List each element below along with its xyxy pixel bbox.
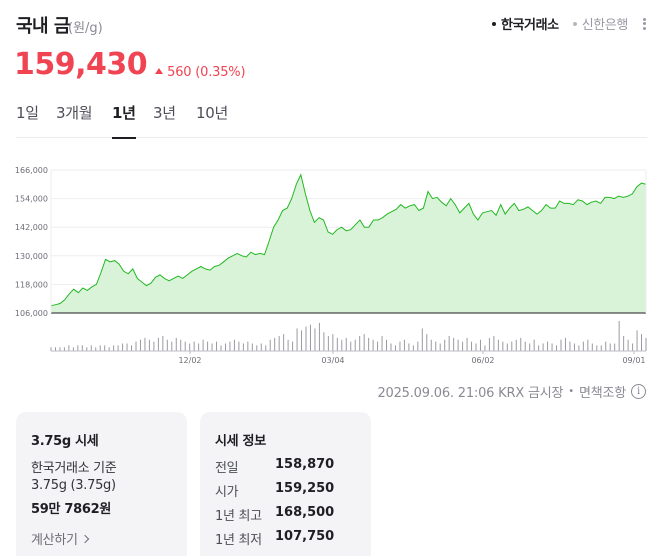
y-tick-label: 118,000 bbox=[15, 280, 48, 289]
exchange-label: 신한은행 bbox=[581, 18, 629, 33]
x-tick-label: 12/02 bbox=[178, 356, 201, 365]
tab-1y[interactable]: 1년 bbox=[112, 102, 136, 139]
stat-row: 1년 최저 107,750 bbox=[215, 529, 334, 548]
current-price: 159,430 bbox=[14, 47, 148, 82]
exchange-selector: 한국거래소 신한은행 bbox=[478, 14, 646, 33]
exchange-option-krx[interactable]: 한국거래소 bbox=[491, 14, 559, 33]
y-tick-label: 106,000 bbox=[15, 309, 48, 318]
source-info: 2025.09.06. 21:06 KRX 금시장 • 면책조항 i bbox=[377, 382, 646, 401]
card-title: 시세 정보 bbox=[215, 434, 266, 449]
stat-value: 158,870 bbox=[275, 457, 335, 472]
tab-1d[interactable]: 1일 bbox=[16, 104, 39, 122]
tab-10y[interactable]: 10년 bbox=[196, 104, 228, 122]
stat-value: 168,500 bbox=[275, 505, 335, 520]
selected-dot-icon bbox=[491, 21, 496, 26]
unselected-dot-icon bbox=[572, 21, 577, 26]
x-tick-label: 03/04 bbox=[321, 356, 344, 365]
price-change: 560 (0.35%) bbox=[155, 64, 246, 80]
y-tick-label: 130,000 bbox=[15, 252, 48, 261]
price-text: 59만 7862원 bbox=[31, 502, 112, 517]
y-tick-label: 154,000 bbox=[15, 195, 48, 204]
unit-label: (원/g) bbox=[68, 21, 103, 36]
basis-text: 한국거래소 기준 bbox=[31, 461, 117, 476]
stat-row: 시가 159,250 bbox=[215, 481, 334, 500]
calculate-link[interactable]: 계산하기 bbox=[31, 529, 89, 548]
x-tick-label: 06/02 bbox=[471, 356, 494, 365]
tab-3m[interactable]: 3개월 bbox=[56, 104, 93, 122]
stat-row: 전일 158,870 bbox=[215, 457, 334, 476]
card-title: 3.75g 시세 bbox=[31, 434, 99, 449]
stat-label: 1년 최고 bbox=[215, 509, 262, 524]
stat-label: 전일 bbox=[215, 461, 239, 476]
price-line bbox=[50, 173, 647, 307]
y-tick-label: 142,000 bbox=[15, 223, 48, 232]
stat-value: 107,750 bbox=[275, 529, 335, 544]
stat-value: 159,250 bbox=[275, 481, 335, 496]
price-info-card: 시세 정보 전일 158,870 시가 159,250 1년 최고 168,50… bbox=[200, 412, 371, 556]
calculate-label: 계산하기 bbox=[31, 533, 78, 548]
price-chart[interactable]: 106,000 118,000 130,000 142,000 154,000 166,0… bbox=[0, 150, 660, 380]
header: 국내 금 (원/g) 한국거래소 신한은행 bbox=[16, 12, 650, 38]
source-timestamp: 2025.09.06. 21:06 KRX 금시장 bbox=[377, 386, 564, 401]
x-tick-label: 09/01 bbox=[622, 356, 645, 365]
gold-3-75g-card: 3.75g 시세 한국거래소 기준 3.75g (3.75g) 59만 7862… bbox=[16, 412, 187, 556]
exchange-label: 한국거래소 bbox=[500, 18, 559, 33]
page-title: 국내 금 bbox=[16, 16, 70, 37]
disclaimer-link[interactable]: 면책조항 bbox=[578, 386, 626, 401]
price-area bbox=[51, 174, 646, 313]
price-row: 159,430 560 (0.35%) bbox=[14, 47, 246, 82]
chevron-right-icon bbox=[80, 534, 89, 543]
tab-3y[interactable]: 3년 bbox=[153, 104, 176, 122]
y-tick-label: 166,000 bbox=[15, 166, 48, 175]
separator-dot: • bbox=[568, 386, 574, 397]
up-triangle-icon bbox=[155, 68, 164, 74]
weight-text: 3.75g (3.75g) bbox=[31, 478, 116, 493]
info-icon[interactable]: i bbox=[631, 384, 646, 399]
stat-label: 1년 최저 bbox=[215, 533, 262, 548]
price-chart-svg: 106,000 118,000 130,000 142,000 154,000 166,0… bbox=[15, 166, 647, 365]
price-change-value: 560 (0.35%) bbox=[167, 64, 246, 80]
period-tabs: 1일 3개월 1년 3년 10년 bbox=[16, 100, 647, 139]
stat-label: 시가 bbox=[215, 485, 239, 500]
more-vertical-icon[interactable] bbox=[642, 16, 646, 32]
exchange-option-shinhan[interactable]: 신한은행 bbox=[572, 14, 629, 33]
stat-row: 1년 최고 168,500 bbox=[215, 505, 334, 524]
